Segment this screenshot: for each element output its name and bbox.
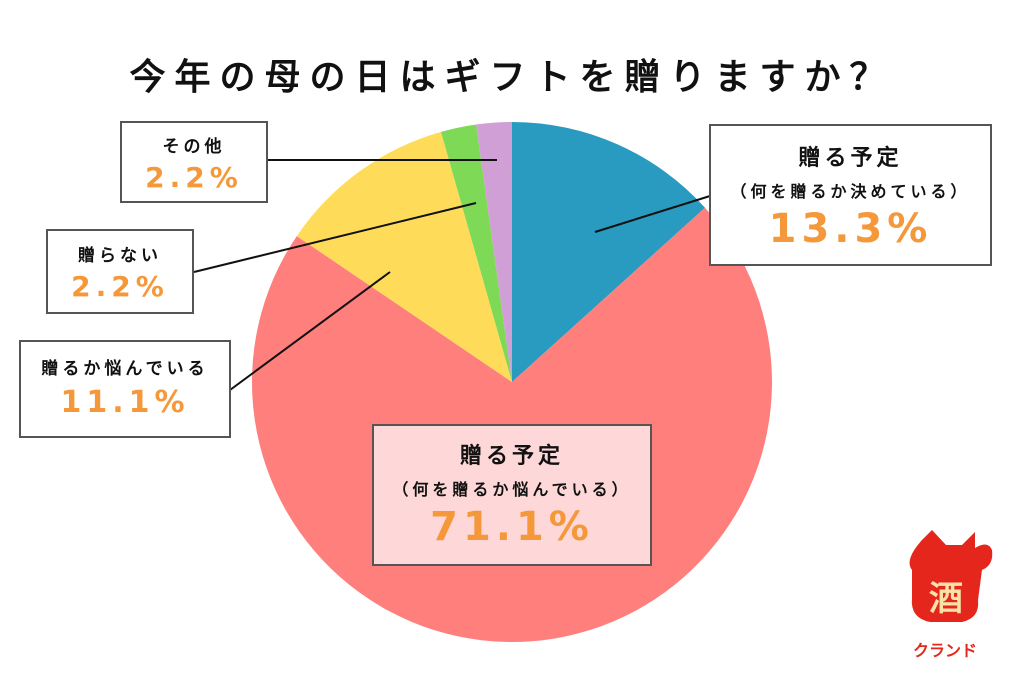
slice-label: 贈る予定 (798, 146, 903, 171)
label-box-considering: 贈る予定 （何を贈るか悩んでいる） 71.1% (372, 424, 652, 566)
data-label: 2.2% (145, 161, 243, 194)
leader-line-not-giving (193, 202, 477, 273)
slice-label: 贈らない (78, 246, 162, 266)
label-box-decided: 贈る予定 （何を贈るか決めている） 13.3% (709, 124, 992, 266)
logo-text: クランド (912, 641, 977, 660)
pie-slice-0 (512, 122, 705, 382)
leader-line-undecided (229, 271, 391, 391)
pie-slice-3 (440, 124, 512, 382)
label-box-other: その他 2.2% (120, 121, 268, 203)
label-box-undecided: 贈るか悩んでいる 11.1% (19, 340, 231, 438)
slice-label: 贈る予定 (459, 444, 564, 469)
data-label: 71.1% (430, 504, 594, 550)
label-box-not-giving: 贈らない 2.2% (46, 229, 194, 314)
slice-sublabel: （何を贈るか決めている） (730, 182, 971, 201)
slice-label: その他 (162, 137, 226, 157)
leader-line-decided (594, 195, 711, 233)
data-label: 11.1% (60, 385, 190, 420)
chart-title: 今年の母の日はギフトを贈りますか？ (129, 57, 895, 98)
pie-slice-4 (476, 122, 512, 382)
data-label: 2.2% (71, 270, 169, 303)
slice-label: 贈るか悩んでいる (41, 359, 209, 379)
slice-sublabel: （何を贈るか悩んでいる） (392, 480, 632, 499)
data-label: 13.3% (768, 206, 933, 252)
pie-slice-2 (296, 131, 512, 382)
